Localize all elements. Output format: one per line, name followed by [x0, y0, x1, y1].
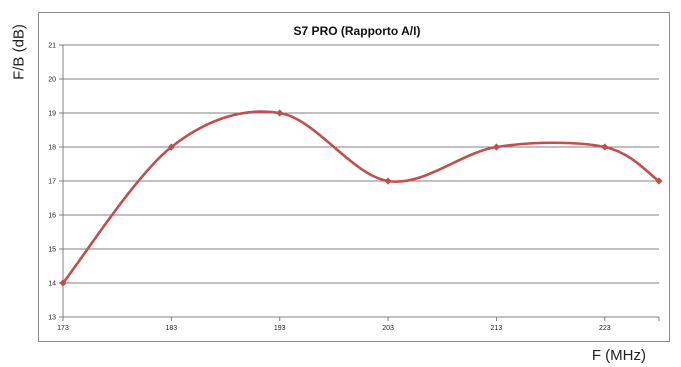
y-tick-label-20: 20 [48, 77, 56, 84]
chart-title: S7 PRO (Rapporto A/I) [294, 24, 421, 38]
series-layer [59, 109, 663, 287]
data-point-213 [492, 143, 501, 151]
y-tick-label-16: 16 [48, 213, 56, 220]
grid [63, 44, 659, 318]
x-tick-label-223: 223 [599, 325, 611, 332]
y-tick-label-14: 14 [48, 281, 56, 288]
y-tick-label-15: 15 [48, 247, 56, 254]
axes [59, 44, 660, 321]
y-tick-label-21: 21 [48, 43, 56, 50]
x-tick-label-173: 173 [57, 325, 69, 332]
y-tick-label-19: 19 [48, 111, 56, 118]
y-tick-label-18: 18 [48, 145, 56, 152]
series-line-0 [61, 110, 661, 285]
x-tick-label-203: 203 [382, 325, 394, 332]
data-point-203 [384, 177, 392, 185]
x-tick-label-193: 193 [274, 325, 286, 332]
y-tick-label-17: 17 [48, 179, 56, 186]
x-tick-label-213: 213 [491, 325, 503, 332]
x-tick-label-183: 183 [166, 325, 178, 332]
x-axis-label: F (MHz) [591, 347, 646, 364]
tick-labels: 13 14 15 16 17 18 19 20 21 173 183 193 203 213 223 [48, 43, 611, 333]
data-point-173 [59, 279, 67, 287]
y-tick-label-13: 13 [48, 315, 56, 322]
data-point-183 [167, 143, 175, 151]
data-point-228 [655, 177, 663, 185]
data-point-193 [276, 109, 284, 117]
chart-frame [38, 12, 670, 342]
data-point-223 [601, 143, 609, 151]
